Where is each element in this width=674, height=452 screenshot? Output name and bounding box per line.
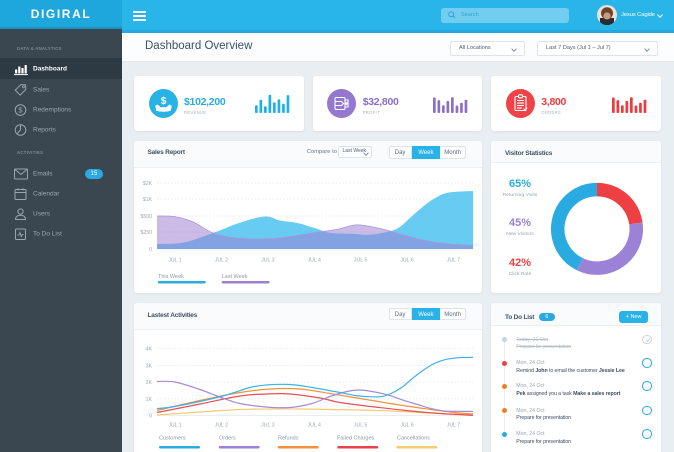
svg-text:JUL 6: JUL 6 <box>400 422 413 428</box>
svg-text:$1K: $1K <box>143 197 153 203</box>
svg-text:$: $ <box>160 96 166 107</box>
svg-text:JUL 3: JUL 3 <box>261 258 274 264</box>
svg-text:This Week: This Week <box>158 274 184 280</box>
svg-text:Orders: Orders <box>219 435 236 441</box>
svg-text:42%: 42% <box>509 257 531 269</box>
svg-text:0: 0 <box>149 413 152 419</box>
svg-text:4K: 4K <box>146 346 153 352</box>
svg-text:Last Week: Last Week <box>222 274 248 280</box>
svg-text:2K: 2K <box>146 380 153 386</box>
svg-text:JUL 4: JUL 4 <box>308 422 321 428</box>
svg-text:Refunds: Refunds <box>278 435 299 441</box>
svg-text:1K: 1K <box>146 396 153 402</box>
svg-text:JUL 5: JUL 5 <box>354 422 367 428</box>
svg-text:45%: 45% <box>509 217 531 229</box>
svg-text:Click Rate: Click Rate <box>509 271 532 277</box>
svg-text:JUL 7: JUL 7 <box>447 258 460 264</box>
svg-text:$500: $500 <box>140 214 152 220</box>
svg-text:JUL 5: JUL 5 <box>354 258 367 264</box>
svg-text:JUL 1: JUL 1 <box>168 258 181 264</box>
svg-text:JUL 3: JUL 3 <box>261 422 274 428</box>
svg-text:$250: $250 <box>140 230 152 236</box>
svg-text:$: $ <box>18 106 23 115</box>
svg-text:JUL 4: JUL 4 <box>308 258 321 264</box>
svg-text:Failed Charges: Failed Charges <box>337 435 375 441</box>
svg-text:0: 0 <box>149 247 152 253</box>
svg-text:JUL 6: JUL 6 <box>400 258 413 264</box>
svg-text:3K: 3K <box>146 363 153 369</box>
svg-text:Customers: Customers <box>159 435 186 441</box>
svg-text:JUL 2: JUL 2 <box>215 422 228 428</box>
svg-text:$2K: $2K <box>143 181 153 187</box>
svg-text:JUL 2: JUL 2 <box>215 258 228 264</box>
svg-text:Cancellations: Cancellations <box>397 435 430 441</box>
svg-text:JUL 1: JUL 1 <box>168 422 181 428</box>
svg-text:65%: 65% <box>509 178 531 190</box>
svg-text:Returning Visits: Returning Visits <box>503 192 538 198</box>
svg-text:New Visitors: New Visitors <box>506 231 534 237</box>
svg-text:JUL 7: JUL 7 <box>447 422 460 428</box>
